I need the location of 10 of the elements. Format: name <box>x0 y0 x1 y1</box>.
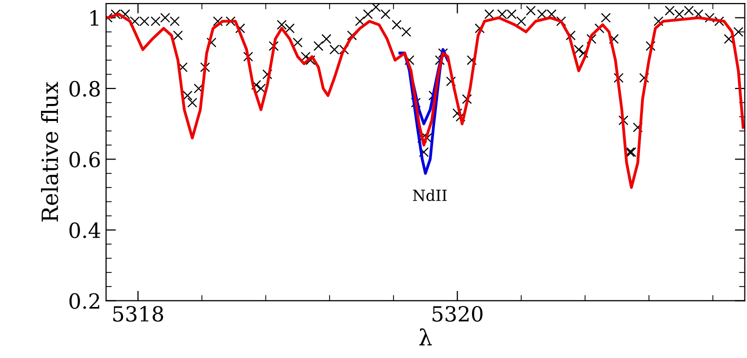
y-axis-title: Relative flux <box>41 82 58 222</box>
y-tick-label: 0.4 <box>69 222 100 238</box>
x-tick-label: 5320 <box>432 306 482 322</box>
y-tick-label: 1 <box>90 10 98 26</box>
x-axis-title: λ <box>419 328 432 346</box>
y-tick-label: 0.2 <box>69 293 100 309</box>
y-tick-label: 0.8 <box>69 80 100 97</box>
y-tick-label: 0.6 <box>69 152 100 168</box>
annotation: NdII <box>413 189 447 202</box>
x-tick-label: 5318 <box>113 306 164 322</box>
